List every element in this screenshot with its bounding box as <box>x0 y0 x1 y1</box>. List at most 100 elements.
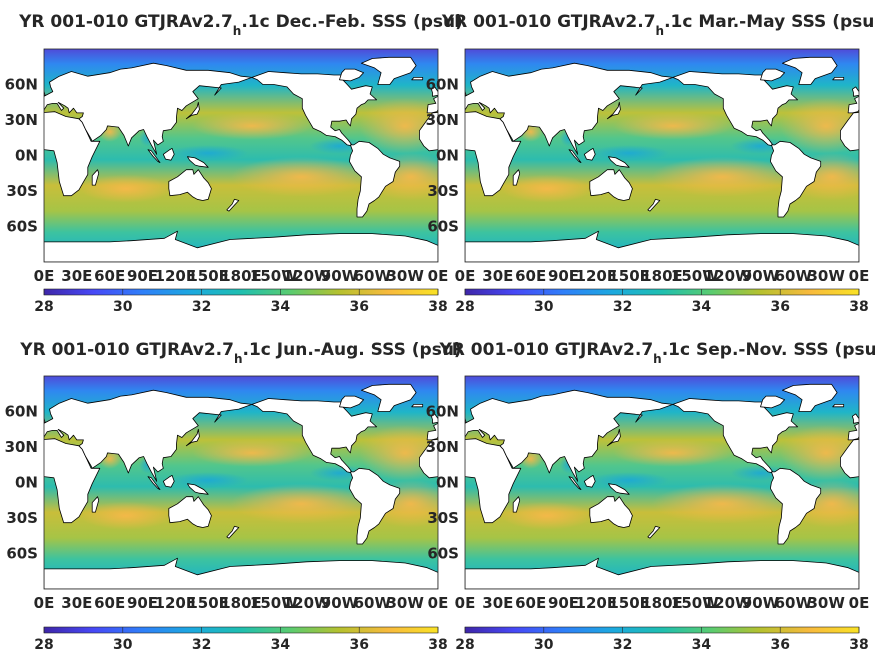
longitude-tick-label: 30E <box>61 594 92 612</box>
colorbar <box>464 288 860 296</box>
eurasia-landmass <box>465 62 674 155</box>
longitude-tick-label: 30E <box>482 267 513 285</box>
longitude-tick-label: 30E <box>482 594 513 612</box>
japan-landmass <box>185 101 200 120</box>
africa-landmass <box>44 111 101 197</box>
longitude-tick-label: 30W <box>386 594 424 612</box>
panel-title-lead: YR 001-010 GTJRAv2.7 <box>18 12 233 32</box>
longitude-tick-label: 120E <box>576 594 618 612</box>
latitude-tick-label: 30N <box>426 438 459 456</box>
colorbar-tick-label: 28 <box>455 637 474 653</box>
colorbar-tick-label: 36 <box>770 299 789 315</box>
africa-landmass <box>465 111 522 197</box>
africa-landmass <box>465 438 522 524</box>
longitude-tick-label: 150W <box>671 267 719 285</box>
latitude-tick-label: 60N <box>426 403 459 421</box>
colorbar-tick-label: 30 <box>113 637 133 653</box>
longitude-tick-label: 60W <box>354 594 392 612</box>
indian-ocean-high-salinity <box>501 501 594 530</box>
map-frame <box>43 375 439 590</box>
britain-landmass-wrap <box>852 86 859 97</box>
panel-title-lead: YR 001-010 GTJRAv2.7 <box>441 12 656 32</box>
map-frame <box>43 48 439 263</box>
latitude-tick-label: 60S <box>427 545 459 563</box>
latitude-tick-label: 60S <box>6 545 38 563</box>
map-area <box>465 376 859 589</box>
new-zealand-landmass <box>647 525 661 539</box>
indian-ocean-high-salinity <box>80 501 173 530</box>
iceland-landmass <box>832 77 845 81</box>
longitude-tick-label: 150W <box>671 594 719 612</box>
latitude-tick-label: 0N <box>436 474 459 492</box>
longitude-tick-label: 180E <box>220 594 262 612</box>
map-area <box>44 49 438 262</box>
longitude-tick-label: 60W <box>775 594 813 612</box>
colorbar-tick-label: 34 <box>692 299 712 315</box>
longitude-tick-label: 150W <box>250 594 298 612</box>
latitude-tick-label: 30S <box>6 509 38 527</box>
iceland-landmass <box>832 404 845 408</box>
madagascar-landmass <box>91 496 100 513</box>
latitude-tick-label: 30N <box>426 111 459 129</box>
eurasia-landmass-wrap <box>426 95 438 114</box>
longitude-tick-label: 90W <box>321 594 359 612</box>
map-area <box>465 49 859 262</box>
japan-landmass <box>606 101 621 120</box>
western-pacific-fresh-pool <box>589 472 670 489</box>
panel-title-lead: YR 001-010 GTJRAv2.7 <box>19 340 234 360</box>
land-masks <box>465 56 859 262</box>
new-guinea-landmass <box>608 156 630 168</box>
sumatra-landmass <box>568 476 582 490</box>
south-pacific-high-salinity <box>652 483 793 524</box>
south-america-landmass <box>770 140 822 218</box>
baffin-landmass <box>339 395 364 409</box>
longitude-tick-label: 120W <box>704 267 752 285</box>
eurasia-landmass <box>465 389 674 482</box>
australia-landmass <box>589 169 633 201</box>
colorbar-tick-label: 32 <box>192 637 211 653</box>
eurasia-landmass <box>44 62 253 155</box>
panel-title-lead: YR 001-010 GTJRAv2.7 <box>438 340 653 360</box>
colorbar-tick-label: 30 <box>534 299 554 315</box>
latitude-tick-label: 30S <box>427 182 459 200</box>
longitude-tick-label: 120W <box>283 267 331 285</box>
panel-title-tail: .1c Sep.-Nov. SSS (psu) <box>662 340 875 360</box>
longitude-tick-label: 120W <box>283 594 331 612</box>
latitude-tick-label: 30S <box>427 509 459 527</box>
south-america-landmass <box>770 467 822 545</box>
antarctica-landmass <box>465 557 859 589</box>
indian-ocean-high-salinity <box>80 174 173 203</box>
longitude-tick-label: 60W <box>354 267 392 285</box>
new-guinea-landmass <box>187 156 209 168</box>
western-pacific-fresh-pool <box>168 145 249 162</box>
longitude-tick-label: 0E <box>849 267 870 285</box>
north-atlantic-high-salinity <box>780 424 859 481</box>
panel-title-subscript: h <box>653 352 662 366</box>
longitude-tick-label: 0E <box>849 594 870 612</box>
baffin-landmass <box>760 395 785 409</box>
longitude-tick-label: 150E <box>187 594 229 612</box>
africa-landmass-wrap <box>840 439 859 479</box>
colorbar-tick-label: 32 <box>613 637 632 653</box>
longitude-tick-label: 0E <box>428 594 449 612</box>
borneo-landmass <box>162 148 175 161</box>
eurasia-landmass-wrap <box>426 422 438 441</box>
colorbar-tick-label: 30 <box>534 637 554 653</box>
map-frame <box>464 48 860 263</box>
longitude-tick-label: 0E <box>34 594 55 612</box>
longitude-tick-label: 60E <box>515 594 546 612</box>
sumatra-landmass <box>568 149 582 163</box>
longitude-tick-label: 90E <box>548 267 579 285</box>
new-zealand-landmass <box>226 198 240 212</box>
new-guinea-landmass <box>608 483 630 495</box>
south-america-landmass <box>349 140 401 218</box>
new-zealand-landmass <box>647 198 661 212</box>
north-pacific-high-salinity <box>612 438 733 467</box>
map-area <box>44 376 438 589</box>
longitude-tick-label: 30E <box>61 267 92 285</box>
borneo-landmass <box>583 148 596 161</box>
longitude-tick-label: 60E <box>94 267 125 285</box>
colorbar-tick-label: 38 <box>849 637 868 653</box>
south-pacific-high-salinity <box>652 156 793 197</box>
